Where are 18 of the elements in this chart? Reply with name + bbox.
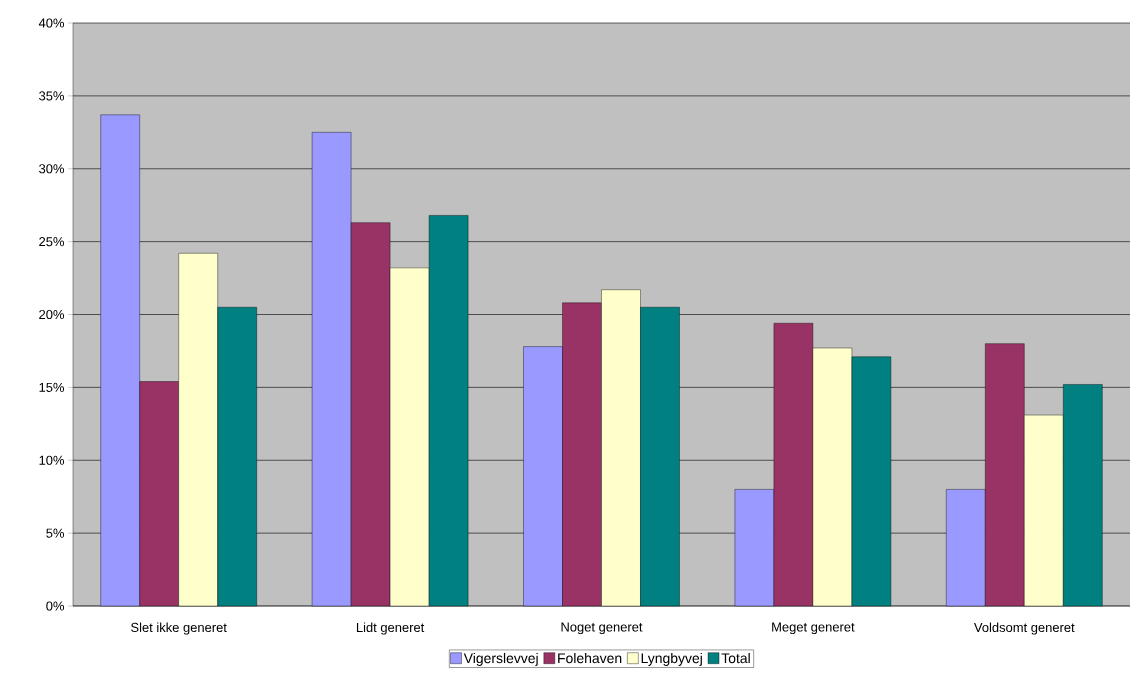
x-tick-label: Meget generet (772, 622, 855, 635)
x-tick-label: Voldsomt generet (973, 622, 1075, 635)
x-tick-label: Lidt generet (356, 622, 425, 635)
y-tick-label: 20% (39, 309, 65, 320)
y-tick-label: 15% (39, 382, 65, 392)
legend-label: Total (721, 652, 750, 664)
legend-label: Vigerslevvej (463, 652, 538, 666)
x-tick-label: Noget generet (561, 622, 643, 635)
y-tick-label: 25% (39, 237, 65, 247)
y-tick-label: 35% (39, 91, 65, 101)
legend-label: Lyngbyvej (641, 652, 702, 666)
y-tick-label: 30% (39, 164, 65, 174)
legend-label: Folehaven (558, 652, 622, 664)
y-tick-label: 0% (46, 601, 65, 611)
x-tick-label: Slet ikke generet (131, 622, 227, 635)
y-tick-label: 10% (39, 455, 65, 465)
y-tick-label: 40% (38, 18, 65, 28)
y-tick-label: 5% (46, 528, 65, 538)
